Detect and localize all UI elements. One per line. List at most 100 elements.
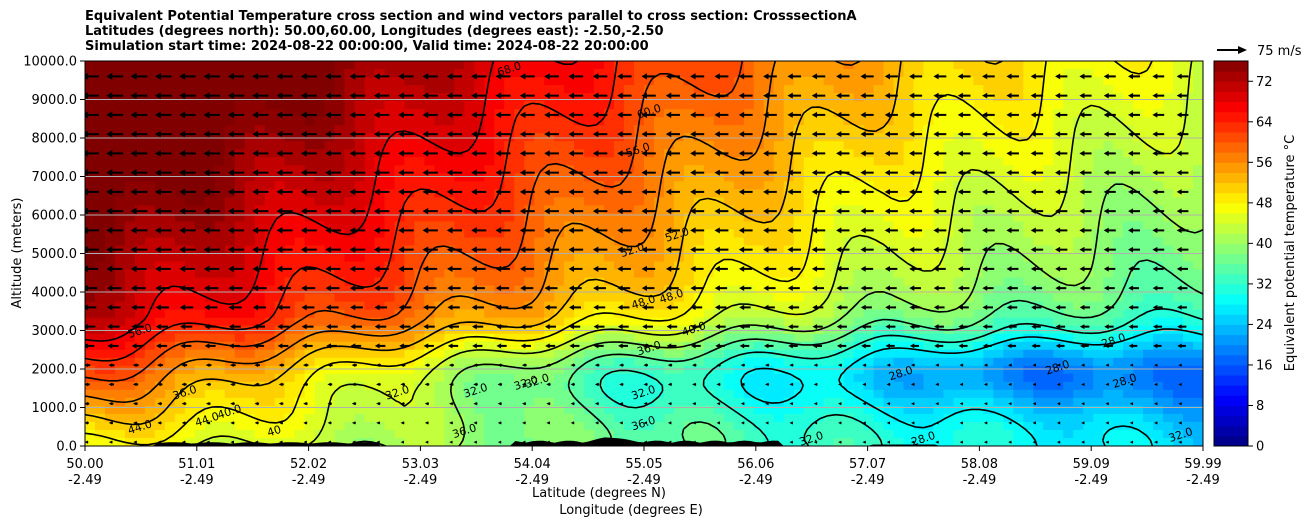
field-cell: [773, 93, 785, 102]
field-cell: [683, 317, 695, 327]
field-cell: [823, 333, 835, 343]
field-cell: [883, 349, 895, 359]
field-cell: [164, 405, 176, 415]
field-cell: [514, 149, 525, 158]
field-cell: [554, 317, 565, 327]
field-cell: [354, 189, 366, 198]
field-cell: [614, 237, 625, 247]
field-cell: [703, 157, 715, 166]
field-cell: [993, 413, 1004, 423]
field-cell: [384, 301, 396, 311]
field-cell: [484, 389, 495, 399]
field-cell: [1043, 309, 1054, 319]
field-cell: [574, 405, 585, 415]
field-cell: [214, 333, 226, 343]
field-cell: [264, 429, 276, 439]
field-cell: [394, 93, 406, 102]
field-cell: [1113, 165, 1124, 174]
field-cell: [284, 189, 296, 198]
field-cell: [214, 381, 226, 391]
field-cell: [244, 149, 256, 158]
field-cell: [993, 437, 1004, 446]
field-cell: [234, 349, 246, 359]
field-cell: [574, 357, 585, 367]
field-cell: [813, 365, 825, 375]
field-cell: [94, 117, 106, 126]
field-cell: [494, 349, 505, 359]
field-cell: [144, 269, 156, 279]
field-cell: [294, 261, 306, 271]
field-cell: [773, 109, 785, 118]
field-cell: [923, 109, 935, 118]
field-cell: [314, 197, 326, 206]
field-cell: [354, 197, 366, 206]
field-cell: [723, 93, 735, 102]
field-cell: [304, 125, 316, 134]
field-cell: [364, 221, 376, 231]
field-cell: [1013, 437, 1024, 446]
field-cell: [803, 149, 815, 158]
field-cell: [753, 101, 765, 110]
field-cell: [1093, 301, 1104, 311]
field-cell: [524, 221, 535, 231]
field-cell: [604, 301, 615, 311]
field-cell: [833, 173, 845, 182]
field-cell: [943, 309, 955, 319]
field-cell: [823, 205, 835, 214]
field-cell: [634, 197, 645, 206]
field-cell: [963, 237, 975, 247]
field-cell: [1063, 421, 1074, 431]
field-cell: [1093, 181, 1104, 190]
field-cell: [164, 373, 176, 383]
field-cell: [544, 229, 555, 239]
field-cell: [364, 101, 376, 110]
field-cell: [604, 197, 615, 206]
field-cell: [1053, 101, 1064, 110]
field-cell: [344, 333, 356, 343]
field-cell: [833, 317, 845, 327]
field-cell: [254, 437, 266, 446]
field-cell: [494, 277, 505, 287]
field-cell: [584, 181, 595, 190]
field-cell: [454, 365, 465, 375]
field-cell: [1113, 341, 1124, 351]
field-cell: [544, 117, 555, 126]
field-cell: [434, 173, 445, 182]
field-cell: [574, 77, 585, 86]
field-cell: [504, 429, 515, 439]
field-cell: [923, 341, 935, 351]
field-cell: [184, 93, 196, 102]
field-cell: [224, 181, 236, 190]
field-cell: [813, 349, 825, 359]
field-cell: [294, 157, 306, 166]
field-cell: [134, 301, 146, 311]
field-cell: [394, 85, 406, 94]
field-cell: [204, 117, 216, 126]
field-cell: [1003, 221, 1014, 231]
field-cell: [823, 189, 835, 198]
field-cell: [763, 109, 775, 118]
field-cell: [973, 117, 984, 126]
field-cell: [763, 421, 775, 431]
field-cell: [1013, 181, 1024, 190]
field-cell: [863, 141, 875, 150]
field-cell: [484, 413, 495, 423]
field-cell: [943, 429, 955, 439]
field-cell: [1053, 165, 1064, 174]
field-cell: [903, 349, 915, 359]
field-cell: [983, 253, 994, 263]
field-cell: [973, 149, 984, 158]
field-cell: [1033, 189, 1044, 198]
field-cell: [683, 389, 695, 399]
field-cell: [144, 277, 156, 287]
field-cell: [1053, 357, 1064, 367]
field-cell: [703, 421, 715, 431]
field-cell: [304, 181, 316, 190]
field-cell: [703, 389, 715, 399]
field-cell: [394, 437, 406, 446]
field-cell: [1093, 349, 1104, 359]
field-cell: [1083, 93, 1094, 102]
field-cell: [1093, 333, 1104, 343]
field-cell: [723, 365, 735, 375]
field-cell: [943, 381, 955, 391]
